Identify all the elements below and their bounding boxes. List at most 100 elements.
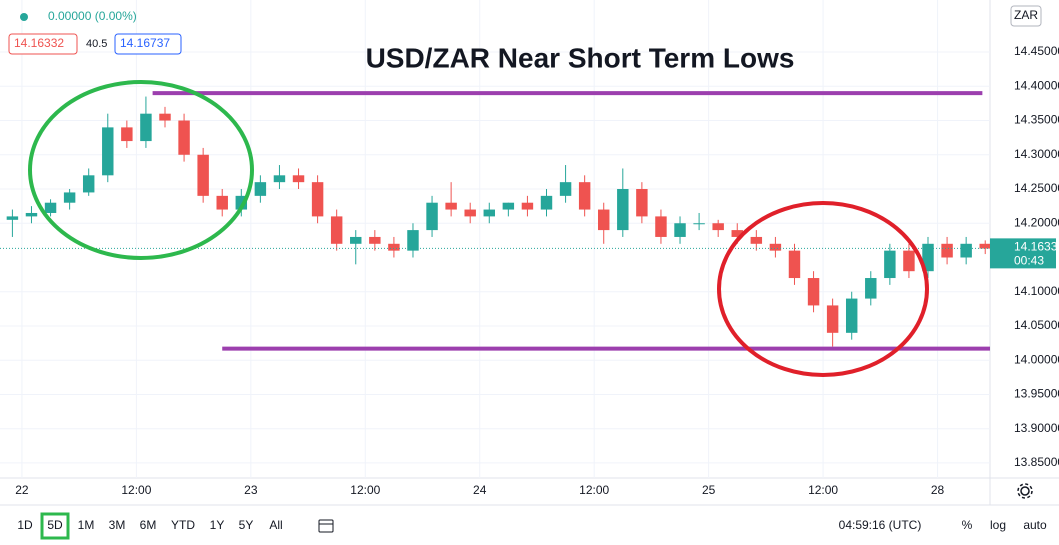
price-tag-label: 14.16332 xyxy=(1014,240,1059,254)
candle-body xyxy=(159,113,171,121)
candle-body xyxy=(807,278,820,306)
price-tag xyxy=(990,238,1056,269)
range-button[interactable]: 1D xyxy=(17,518,33,532)
y-tick-label: 13.95000 xyxy=(1014,387,1059,401)
candle-body xyxy=(140,113,152,142)
x-tick-label: 12:00 xyxy=(808,483,838,497)
candle-body xyxy=(884,250,896,279)
plot-area xyxy=(0,0,991,478)
x-tick-label: 24 xyxy=(473,483,487,497)
candle-body xyxy=(979,243,991,249)
candle-body xyxy=(369,236,381,244)
range-button[interactable]: All xyxy=(269,518,282,532)
change: 0.00000 (0.00%) xyxy=(48,9,137,23)
candle-body xyxy=(350,236,362,244)
candle-body xyxy=(693,223,705,225)
candle-body xyxy=(197,154,209,196)
candle-body xyxy=(330,216,343,244)
candle-body xyxy=(44,202,57,213)
y-tick-label: 14.45000 xyxy=(1014,44,1059,58)
candle-body xyxy=(865,278,877,299)
candle-body xyxy=(388,243,400,251)
candle-body xyxy=(922,243,934,272)
candle-body xyxy=(559,182,572,196)
candle-body xyxy=(25,212,38,217)
candle-body xyxy=(464,209,476,217)
candle-body xyxy=(407,230,419,251)
scale-option[interactable]: log xyxy=(990,518,1006,532)
scale-option[interactable]: auto xyxy=(1023,518,1047,532)
candle-body xyxy=(941,243,953,258)
x-tick-label: 28 xyxy=(931,483,945,497)
candle-body xyxy=(636,189,648,217)
currency: ZAR xyxy=(1014,8,1038,22)
candle-body xyxy=(254,182,267,196)
range-button[interactable]: YTD xyxy=(171,518,195,532)
y-tick-label: 14.00000 xyxy=(1014,352,1059,366)
clock: 04:59:16 (UTC) xyxy=(839,518,922,532)
spread: 40.5 xyxy=(86,38,107,50)
candle-body xyxy=(292,175,305,183)
candle-body xyxy=(845,298,858,333)
candle-body xyxy=(426,202,438,231)
scale-option[interactable]: % xyxy=(962,518,973,532)
candle-body xyxy=(521,202,534,210)
settings-icon[interactable] xyxy=(1017,483,1033,499)
range-button[interactable]: 3M xyxy=(109,518,126,532)
candle-body xyxy=(674,223,686,237)
candle-body xyxy=(483,209,495,217)
currency-box xyxy=(1010,5,1042,27)
y-tick-label: 14.30000 xyxy=(1014,147,1059,161)
range-selected xyxy=(40,512,70,540)
y-tick-label: 13.90000 xyxy=(1014,421,1059,435)
x-tick-label: 12:00 xyxy=(121,483,151,497)
y-tick-label: 14.20000 xyxy=(1014,215,1059,229)
date-range-icon[interactable] xyxy=(318,519,334,533)
y-tick-label: 14.35000 xyxy=(1014,113,1059,127)
candle-body xyxy=(121,127,133,142)
chart-title: USD/ZAR Near Short Term Lows xyxy=(366,42,795,73)
range-button[interactable]: 6M xyxy=(140,518,157,532)
y-tick-label: 14.25000 xyxy=(1014,181,1059,195)
x-tick-label: 25 xyxy=(702,483,716,497)
bid: 14.16332 xyxy=(14,36,64,50)
candle-body xyxy=(502,202,515,210)
candle-body xyxy=(769,243,782,251)
candle-body xyxy=(102,127,114,176)
toolbar: 1D 5D 1M 3M 6M YTD 1Y 5Y All 04:59:16 (UTC)% log au… xyxy=(17,512,1047,540)
candle-body xyxy=(235,195,248,210)
ask: 14.16737 xyxy=(120,36,170,50)
y-tick-label: 13.85000 xyxy=(1014,455,1059,469)
candle-body xyxy=(178,120,190,155)
countdown: 00:43 xyxy=(1014,254,1044,268)
range-button[interactable]: 1Y xyxy=(210,518,225,532)
range-button[interactable]: 1M xyxy=(78,518,95,532)
x-tick-label: 12:00 xyxy=(350,483,380,497)
candle-body xyxy=(960,243,972,258)
y-tick-label: 14.05000 xyxy=(1014,318,1059,332)
candle-body xyxy=(617,189,629,231)
range-button[interactable]: 5Y xyxy=(239,518,254,532)
candle-body xyxy=(6,216,19,220)
candle-body xyxy=(311,182,324,217)
candle-body xyxy=(578,182,591,210)
status-dot xyxy=(20,13,28,21)
candle-body xyxy=(712,223,724,231)
candle-body xyxy=(731,230,743,237)
candle-body xyxy=(750,236,763,244)
bid-box xyxy=(8,33,78,55)
candle-body xyxy=(655,216,667,237)
range-button[interactable]: 5D xyxy=(47,518,63,532)
x-tick-label: 23 xyxy=(244,483,258,497)
y-tick-label: 14.10000 xyxy=(1014,284,1059,298)
y-tick-label: 14.40000 xyxy=(1014,78,1059,92)
candle-body xyxy=(216,195,228,210)
candle-body xyxy=(598,209,610,231)
highlight-ellipse xyxy=(28,80,254,260)
candle-body xyxy=(63,192,76,203)
x-tick-label: 22 xyxy=(15,483,29,497)
candle-body xyxy=(273,175,286,183)
highlight-ellipse xyxy=(717,201,929,377)
candle-body xyxy=(540,195,553,210)
